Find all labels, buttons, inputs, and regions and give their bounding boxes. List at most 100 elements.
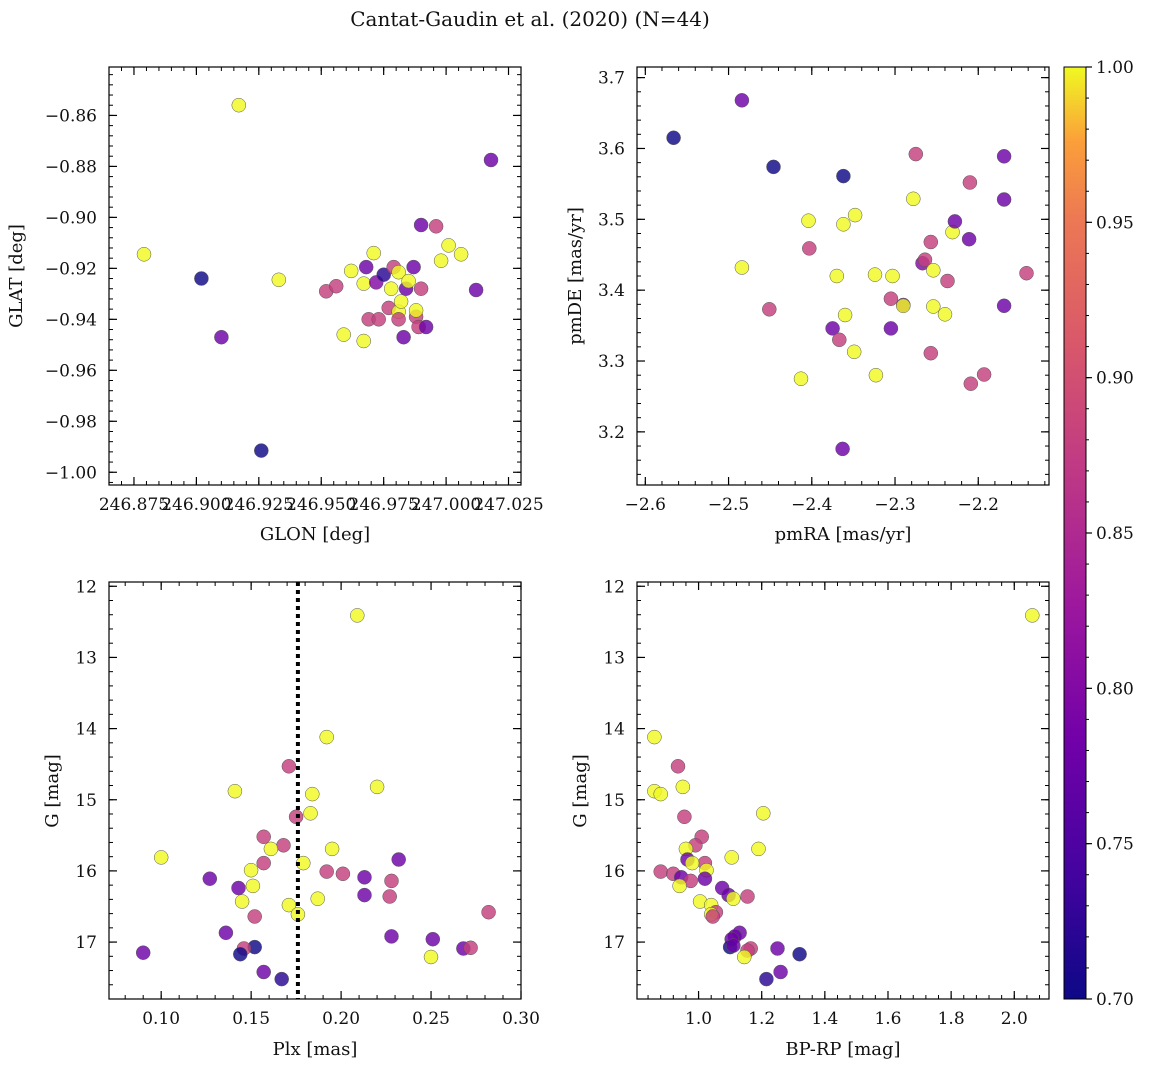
scatter-point — [802, 241, 817, 256]
ylabel-pm: pmDE [mas/yr] — [565, 207, 586, 345]
y-tick-label: 16 — [75, 862, 97, 882]
colorbar-ticks: 0.70 0.75 0.80 0.85 0.90 0.95 1.00 — [1086, 58, 1134, 1010]
scatter-point — [792, 946, 807, 962]
scatter-point — [357, 887, 372, 903]
y-tick-label: 13 — [603, 648, 625, 668]
scatter-point — [214, 329, 229, 345]
y-tick-label: 13 — [75, 648, 97, 668]
scatter-point — [463, 940, 478, 956]
scatter-point — [670, 759, 686, 774]
scatter-point — [996, 149, 1012, 164]
scatter-point — [923, 345, 939, 361]
scatter-point — [254, 443, 269, 458]
scatter-point — [335, 866, 351, 882]
x-tick-label: −2.5 — [708, 495, 749, 515]
points-cmd — [647, 608, 1040, 987]
y-tick-label: −0.86 — [45, 106, 97, 126]
scatter-point — [468, 282, 484, 298]
scatter-point — [357, 870, 372, 885]
scatter-point — [647, 729, 662, 745]
scatter-point — [868, 367, 884, 383]
scatter-point — [684, 855, 700, 871]
colorbar-tick-label: 0.80 — [1096, 679, 1134, 699]
x-tick-label: 0.20 — [322, 1009, 360, 1029]
x-tick-label: 1.6 — [874, 1009, 901, 1029]
scatter-point — [366, 245, 381, 261]
figure-title: Cantat-Gaudin et al. (2020) (N=44) — [350, 7, 710, 31]
axes-frame-cmd — [636, 581, 1050, 1000]
scatter-point — [433, 253, 449, 268]
x-tick-label: 246.950 — [286, 495, 356, 515]
scatter-point — [697, 871, 713, 886]
y-tick-label: 15 — [75, 791, 97, 811]
scatter-point — [245, 878, 261, 894]
scatter-point — [247, 909, 262, 924]
scatter-point — [263, 841, 279, 857]
scatter-point — [885, 268, 900, 284]
points-glon-glat — [136, 97, 499, 458]
scatter-point — [343, 263, 359, 279]
scatter-point — [908, 146, 924, 162]
scatter-point — [705, 909, 721, 924]
scatter-point — [734, 93, 750, 108]
y-tick-label: 16 — [603, 862, 625, 882]
scatter-point — [243, 862, 259, 878]
scatter-point — [726, 938, 741, 953]
y-tick-label: 14 — [603, 720, 625, 740]
scatter-point — [310, 891, 325, 906]
scatter-point — [996, 298, 1012, 314]
scatter-point — [846, 344, 862, 360]
ylabel-plx-g: G [mag] — [42, 754, 63, 827]
scatter-point — [194, 271, 209, 286]
scatter-point — [759, 971, 774, 987]
colorbar-gradient — [1063, 66, 1087, 1000]
scatter-point — [231, 880, 246, 896]
xlabel-cmd: BP-RP [mag] — [785, 1039, 900, 1060]
x-tick-label: 246.900 — [161, 495, 231, 515]
scatter-point — [256, 855, 271, 871]
x-tick-label: 247.000 — [411, 495, 481, 515]
scatter-point — [202, 871, 218, 886]
scatter-point — [762, 302, 777, 317]
scatter-point — [837, 307, 853, 323]
scatter-point — [383, 281, 399, 296]
y-tick-label: 15 — [603, 791, 625, 811]
scatter-point — [923, 234, 939, 250]
scatter-point — [356, 333, 371, 349]
panel-plx-g: 0.10 0.15 0.20 0.25 0.30 12 13 14 15 16 17 Plx [ma… — [42, 577, 540, 1060]
scatter-point — [324, 841, 340, 857]
scatter-point — [256, 829, 271, 845]
x-tick-label: −2.2 — [958, 495, 999, 515]
y-tick-label: 12 — [75, 577, 97, 597]
scatter-point — [274, 971, 289, 987]
scatter-point — [382, 889, 397, 904]
scatter-point — [358, 259, 374, 275]
x-tick-label: 247.025 — [473, 495, 543, 515]
scatter-point — [756, 806, 771, 821]
scatter-point — [835, 441, 850, 457]
y-tick-label: −0.96 — [45, 361, 97, 381]
scatter-point — [423, 949, 439, 965]
scatter-point — [737, 949, 752, 965]
scatter-point — [832, 332, 847, 348]
x-tick-label: 246.975 — [349, 495, 419, 515]
scatter-point — [303, 806, 318, 821]
scatter-point — [408, 303, 424, 318]
scatter-point — [336, 327, 351, 342]
colorbar-tick-label: 0.70 — [1096, 990, 1134, 1010]
scatter-point — [376, 267, 391, 282]
scatter-point — [947, 214, 963, 229]
axes-frame-pm — [636, 66, 1050, 486]
scatter-point — [391, 852, 406, 867]
scatter-point — [896, 298, 911, 314]
y-tick-label: 12 — [603, 577, 625, 597]
colorbar-tick-label: 0.95 — [1096, 213, 1134, 233]
xlabel-glon-glat: GLON [deg] — [260, 524, 370, 545]
panel-pm: −2.6 −2.5 −2.4 −2.3 −2.2 3.2 3.3 3.4 3.5 3.6 3.7 p… — [565, 66, 1050, 545]
y-tick-label: 17 — [603, 933, 625, 953]
axes-frame-glon-glat — [108, 66, 522, 486]
scatter-point — [356, 276, 371, 291]
colorbar-tick-label: 0.85 — [1096, 524, 1134, 544]
scatter-point — [441, 238, 456, 253]
y-tick-label: 3.6 — [598, 139, 625, 159]
